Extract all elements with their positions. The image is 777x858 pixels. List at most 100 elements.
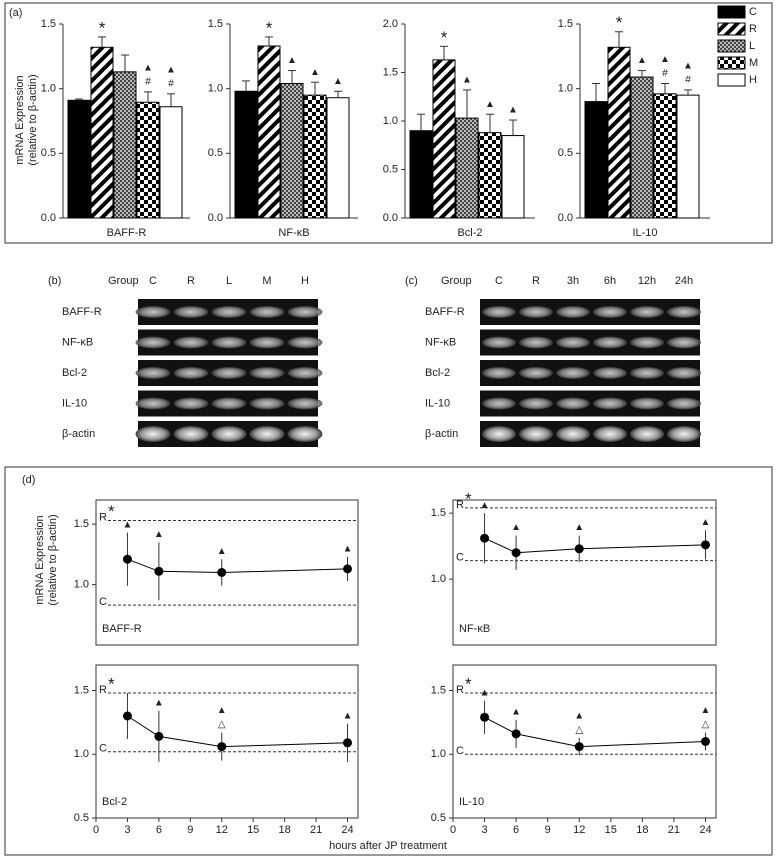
lane-label: H bbox=[301, 275, 309, 287]
bar bbox=[90, 46, 114, 219]
y-tick-label: 0.0 bbox=[41, 212, 56, 224]
gel-band bbox=[287, 367, 323, 379]
annotation: ▲ bbox=[485, 99, 495, 110]
y-tick-label: 1.0 bbox=[74, 748, 89, 760]
point bbox=[700, 737, 710, 746]
gel-band bbox=[173, 426, 209, 442]
legend-label: H bbox=[749, 74, 757, 86]
annotation: ▲ bbox=[217, 546, 227, 557]
y-tick-label: 1.5 bbox=[74, 684, 89, 696]
annotation: ▲ bbox=[343, 710, 353, 721]
gel-band bbox=[211, 367, 247, 379]
annotation: ▲ bbox=[217, 705, 227, 716]
gel-band bbox=[555, 367, 591, 379]
annotation: * bbox=[266, 18, 273, 37]
x-tick-label: 0 bbox=[450, 824, 456, 836]
annotation: ▲ bbox=[166, 64, 176, 75]
point bbox=[217, 568, 227, 577]
bar bbox=[113, 71, 137, 219]
gel-band bbox=[629, 336, 665, 349]
gel-band bbox=[555, 306, 591, 318]
x-tick-label: 9 bbox=[187, 824, 193, 836]
legend-label: M bbox=[749, 57, 758, 69]
bar bbox=[676, 94, 700, 219]
legend-swatch bbox=[717, 73, 746, 87]
point bbox=[511, 729, 521, 739]
gel-band bbox=[135, 397, 171, 410]
gel-band bbox=[135, 426, 171, 442]
point bbox=[574, 544, 584, 554]
panel-label: (d) bbox=[22, 474, 35, 486]
annotation: △ bbox=[575, 724, 583, 735]
bar bbox=[257, 45, 281, 219]
lane-label: C bbox=[495, 275, 503, 287]
x-tick-label: 15 bbox=[247, 824, 259, 836]
x-axis-label: NF-κB bbox=[278, 227, 309, 239]
y-tick-label: 1.5 bbox=[383, 66, 398, 78]
annotation: ▲ bbox=[574, 522, 584, 533]
x-tick-label: 24 bbox=[699, 824, 711, 836]
gel-band bbox=[173, 306, 209, 318]
reference-label: C bbox=[99, 743, 107, 755]
reference-mark: * bbox=[465, 675, 472, 694]
gel-band bbox=[481, 426, 517, 442]
bar bbox=[303, 94, 327, 219]
reference-label: R bbox=[456, 499, 464, 511]
row-label: NF-κB bbox=[425, 336, 456, 348]
gel-band bbox=[173, 367, 209, 379]
reference-label: C bbox=[99, 596, 107, 608]
x-axis-label: BAFF-R bbox=[107, 227, 147, 239]
annotation: △ bbox=[702, 719, 710, 730]
reference-label: R bbox=[456, 684, 464, 696]
gel-band bbox=[555, 426, 591, 442]
annotation: # bbox=[685, 75, 691, 86]
gel-band bbox=[481, 367, 517, 379]
lane-label: 24h bbox=[675, 275, 693, 287]
y-tick-label: 1.5 bbox=[74, 518, 89, 530]
y-tick-label: 1.0 bbox=[431, 748, 446, 760]
panel-label: (a) bbox=[9, 7, 22, 19]
gel-band bbox=[629, 367, 665, 379]
legend-swatch bbox=[717, 22, 746, 36]
chart-title: IL-10 bbox=[459, 796, 484, 808]
bar bbox=[455, 117, 479, 219]
legend-label: C bbox=[749, 6, 757, 18]
y-tick-label: 0.5 bbox=[41, 147, 56, 159]
x-tick-label: 6 bbox=[156, 824, 162, 836]
y-tick-label: 1.5 bbox=[208, 18, 223, 30]
chart-title: BAFF-R bbox=[102, 623, 142, 635]
gel-band bbox=[592, 426, 628, 442]
y-tick-label: 0.5 bbox=[383, 163, 398, 175]
bar bbox=[234, 90, 258, 219]
point bbox=[343, 564, 353, 574]
reference-label: C bbox=[456, 552, 464, 564]
legend-label: L bbox=[749, 40, 755, 52]
y-axis-title: (relative to β-actin) bbox=[27, 74, 39, 165]
y-tick-label: 1.0 bbox=[74, 578, 89, 590]
lane-label: R bbox=[532, 275, 540, 287]
annotation: ▲ bbox=[480, 500, 490, 511]
gel-band bbox=[666, 367, 702, 379]
gel-band bbox=[518, 397, 554, 410]
reference-label: R bbox=[99, 684, 107, 696]
gel-band bbox=[173, 397, 209, 410]
bar bbox=[67, 99, 91, 219]
x-tick-label: 12 bbox=[216, 824, 228, 836]
x-axis-label: IL-10 bbox=[632, 227, 657, 239]
row-label: β-actin bbox=[62, 428, 95, 440]
gel-band bbox=[666, 426, 702, 442]
gel-band bbox=[249, 397, 285, 410]
annotation: ▲ bbox=[462, 75, 472, 86]
annotation: * bbox=[441, 28, 448, 47]
x-tick-label: 21 bbox=[668, 824, 680, 836]
plot-frame bbox=[452, 499, 717, 646]
y-tick-label: 0.0 bbox=[558, 212, 573, 224]
row-label: BAFF-R bbox=[425, 306, 465, 318]
annotation: ▲ bbox=[333, 76, 343, 87]
gel-header: Group bbox=[108, 275, 139, 287]
bar bbox=[326, 97, 350, 219]
point bbox=[122, 711, 132, 721]
gel-band bbox=[211, 306, 247, 318]
reference-mark: * bbox=[108, 502, 115, 521]
